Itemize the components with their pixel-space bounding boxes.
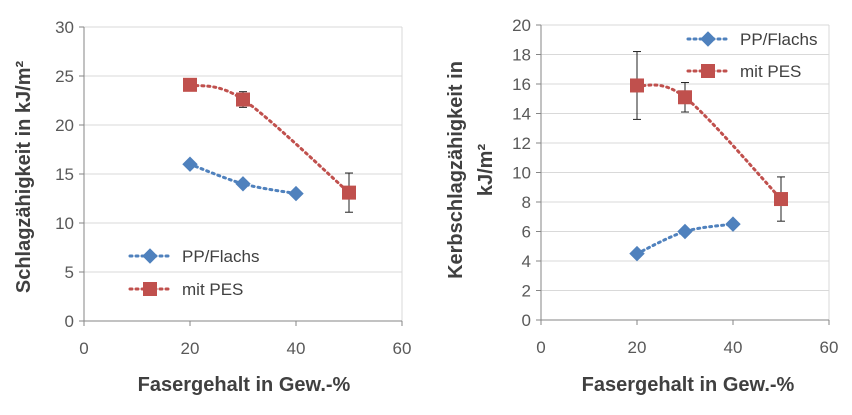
data-point xyxy=(288,185,304,202)
y-tick-label: 16 xyxy=(512,75,531,94)
data-point xyxy=(774,192,788,207)
legend-label: PP/Flachs xyxy=(182,247,259,266)
series-mit-pes xyxy=(630,51,788,222)
legend-label: PP/Flachs xyxy=(740,30,817,49)
x-tick-label: 60 xyxy=(820,338,839,357)
x-tick-label: 20 xyxy=(628,338,647,357)
legend: PP/Flachs mit PES xyxy=(128,247,259,299)
y-tick-label: 14 xyxy=(512,105,531,124)
y-axis-title: Schlagzähigkeit in kJ/m² xyxy=(13,61,35,294)
data-point xyxy=(630,78,644,93)
series-line xyxy=(635,83,783,201)
legend-marker xyxy=(142,248,158,264)
data-point xyxy=(342,185,356,200)
x-tick-label: 60 xyxy=(393,339,412,358)
y-tick-label: 12 xyxy=(512,134,531,153)
legend-marker xyxy=(143,282,157,296)
y-tick-label: 25 xyxy=(55,67,74,86)
legend-label: mit PES xyxy=(182,280,243,299)
legend-marker xyxy=(700,31,716,47)
chart-notched-impact-strength: 0 2 4 6 8 10 12 14 16 18 20 0 20 40 60 Fasergehalt in G… xyxy=(445,16,838,396)
series-pp-flachs xyxy=(629,216,741,262)
y-tick-label: 10 xyxy=(55,214,74,233)
x-axis-title: Fasergehalt in Gew.-% xyxy=(582,374,795,396)
series-pp-flachs xyxy=(182,156,304,202)
y-tick-label: 18 xyxy=(512,46,531,65)
data-point xyxy=(677,223,693,240)
y-tick-label: 15 xyxy=(55,165,74,184)
y-tick-label: 30 xyxy=(55,18,74,37)
y-tick-label: 5 xyxy=(65,263,74,282)
y-tick-label: 20 xyxy=(55,116,74,135)
y-tick-label: 0 xyxy=(65,312,74,331)
x-tick-label: 40 xyxy=(724,338,743,357)
y-axis-title-line-2: kJ/m² xyxy=(475,144,497,197)
y-axis-title-line-1: Kerbschlagzähigkeit in xyxy=(445,61,467,279)
legend-label: mit PES xyxy=(740,62,801,81)
x-axis-title: Fasergehalt in Gew.-% xyxy=(138,374,351,396)
data-point xyxy=(236,92,250,107)
series-line xyxy=(188,83,351,195)
y-tick-label: 2 xyxy=(522,282,531,301)
chart-impact-strength: 0 5 10 15 20 25 30 0 20 40 60 Fasergehalt in Gew.-%… xyxy=(13,18,411,396)
y-tick-label: 8 xyxy=(522,193,531,212)
y-tick-label: 0 xyxy=(522,311,531,330)
x-tick-label: 0 xyxy=(79,339,88,358)
data-point xyxy=(629,245,645,262)
data-point xyxy=(725,216,741,232)
data-point xyxy=(235,176,251,192)
x-tick-label: 0 xyxy=(536,338,545,357)
data-point xyxy=(678,90,692,105)
data-point xyxy=(182,156,198,172)
x-tick-label: 20 xyxy=(181,339,200,358)
y-tick-label: 20 xyxy=(512,16,531,35)
series-mit-pes xyxy=(183,77,356,213)
data-point xyxy=(183,77,197,92)
legend: PP/Flachs mit PES xyxy=(686,30,817,81)
legend-marker xyxy=(701,64,715,78)
x-tick-label: 40 xyxy=(287,339,306,358)
y-tick-label: 10 xyxy=(512,164,531,183)
y-tick-label: 6 xyxy=(522,223,531,242)
y-tick-label: 4 xyxy=(522,252,531,271)
